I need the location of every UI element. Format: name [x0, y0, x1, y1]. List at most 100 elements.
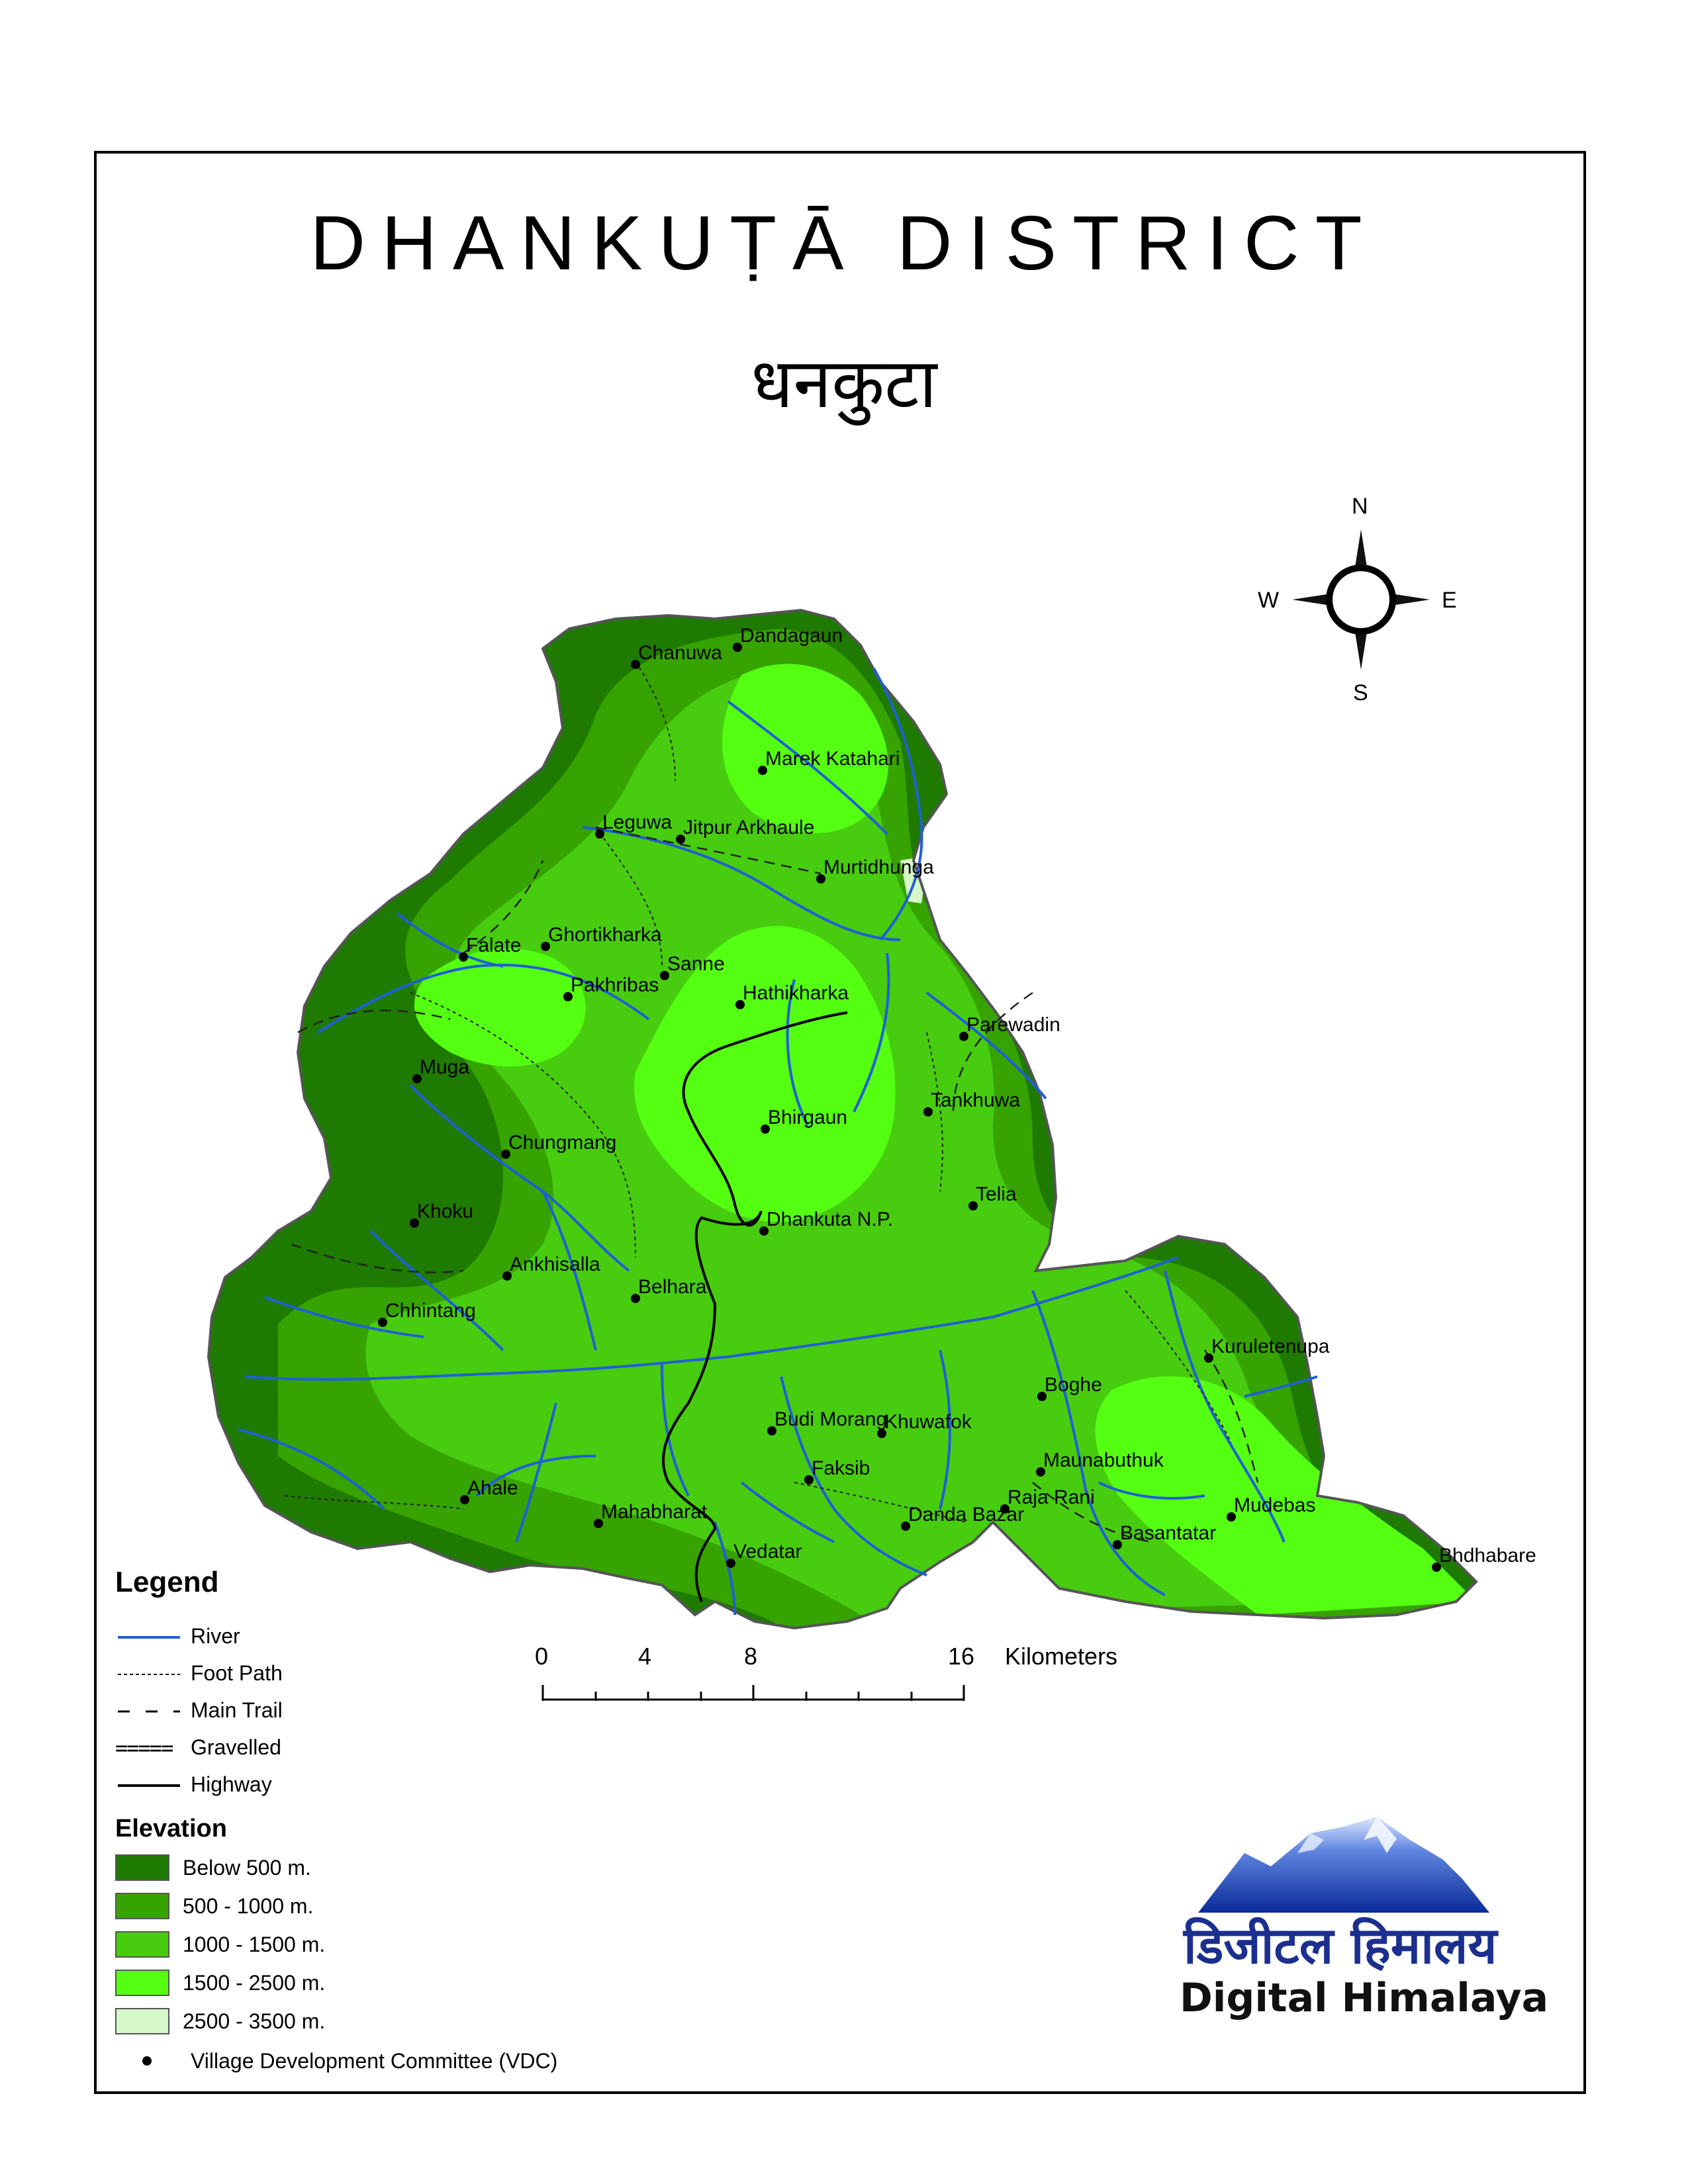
vdc-label: Dandagaun [740, 625, 843, 647]
river [396, 912, 504, 968]
river [939, 1349, 951, 1510]
compass-rose [1292, 529, 1430, 670]
vdc-layer: Dandagaun Chanuwa Marek Katahari Leguwa Jitp… [378, 625, 1536, 1572]
vdc-label: Jitpur Arkhaule [683, 817, 814, 839]
vdc-marker [761, 1124, 770, 1134]
river [872, 668, 923, 941]
vdc-marker [816, 874, 825, 884]
vdc-marker [378, 1318, 387, 1327]
main-trails [291, 826, 1259, 1543]
vdc-marker [758, 766, 767, 775]
legend-item-river: River [115, 1623, 618, 1652]
vdc-label: Basantatar [1120, 1522, 1216, 1544]
scale-bar-graphic [541, 1685, 965, 1701]
legend-label: Highway [191, 1772, 272, 1796]
vdc-label: Ankhisalla [510, 1253, 600, 1275]
elevation-swatch [115, 1893, 169, 1919]
legend-label: 2500 - 3500 m. [183, 2009, 326, 2033]
river-network [238, 668, 1318, 1615]
river [264, 1296, 424, 1338]
elevation-swatch [115, 1970, 169, 1996]
legend-elevation-3: 1000 - 1500 m. [115, 1931, 618, 1960]
scale-tick-label: 8 [744, 1643, 758, 1670]
vdc-label: Marek Katahari [765, 748, 900, 770]
vdc-marker [877, 1429, 886, 1438]
vdc-marker [459, 952, 468, 962]
legend-item-main-trail: Main Trail [115, 1697, 618, 1726]
vdc-label: Raja Rani [1008, 1486, 1095, 1508]
legend-elevation-4: 1500 - 2500 m. [115, 1970, 618, 1999]
vdc-marker [733, 643, 742, 652]
river [1244, 1375, 1318, 1398]
elevation-1500-2500-ridge [634, 926, 896, 1222]
river [780, 1376, 927, 1576]
vdc-label: Khoku [417, 1201, 473, 1222]
vdc-marker [759, 1226, 769, 1236]
vdc-marker [594, 1519, 603, 1528]
foot-path [410, 992, 636, 1258]
foot-path [926, 1032, 943, 1192]
compass-north-label: N [1352, 494, 1368, 519]
legend-elevation-2: 500 - 1000 m. [115, 1893, 618, 1922]
vdc-label: Sanne [667, 953, 725, 975]
legend-label: Main Trail [191, 1698, 283, 1722]
main-trail [297, 1009, 451, 1034]
gravelled-symbol: ===== [115, 1735, 173, 1760]
vdc-marker [1037, 1392, 1047, 1401]
vdc-marker [595, 829, 604, 839]
vdc-marker [726, 1559, 735, 1568]
logo-devanagari-text: डिजीटल हिमालय [1184, 1916, 1497, 1975]
river [316, 964, 650, 1034]
foot-path [794, 1482, 967, 1523]
main-trail [952, 991, 1033, 1113]
scale-bar: 0 4 8 16 Kilometers [535, 1643, 1131, 1709]
legend-elevation-5: 2500 - 3500 m. [115, 2008, 618, 2037]
vdc-marker [412, 1074, 422, 1083]
logo-english-text: Digital Himalaya [1180, 1975, 1549, 2021]
scale-tick-label: 16 [948, 1643, 975, 1670]
vdc-label: Mudebas [1234, 1494, 1315, 1516]
river-main [244, 1256, 1179, 1381]
vdc-label: Boghe [1045, 1374, 1102, 1396]
legend-label: 1500 - 2500 m. [183, 1971, 326, 1995]
highway [662, 1011, 848, 1602]
vdc-label: Chungmang [508, 1132, 616, 1154]
scale-unit: Kilometers [1005, 1643, 1118, 1670]
vdc-marker [901, 1522, 910, 1531]
legend-label: River [191, 1624, 240, 1648]
legend-item-highway: Highway [115, 1771, 618, 1800]
river [740, 1481, 835, 1543]
vdc-marker [767, 1426, 776, 1435]
vdc-marker [923, 1107, 933, 1116]
scale-tick-label: 4 [638, 1643, 652, 1670]
vdc-label: Chhintang [385, 1300, 476, 1322]
vdc-label: Mahabharat [601, 1501, 708, 1523]
main-trail [1032, 1482, 1152, 1543]
river [1031, 1290, 1166, 1596]
river [661, 1363, 690, 1496]
vdc-label: Parewadin [966, 1014, 1060, 1036]
vdc-label: Ahale [467, 1477, 518, 1499]
vdc-label: Pakhribas [571, 974, 659, 996]
scale-tick-label: 0 [535, 1643, 549, 1670]
vdc-marker [502, 1271, 512, 1281]
compass-west-label: W [1258, 588, 1280, 613]
river [369, 1230, 504, 1351]
river [475, 1455, 596, 1497]
map-frame [94, 151, 1586, 2094]
compass-ring [1326, 565, 1396, 635]
river [925, 991, 1047, 1100]
vdc-marker [460, 1495, 469, 1504]
vdc-label: Leguwa [602, 811, 672, 833]
vdc-marker [735, 1000, 745, 1009]
vdc-label: Telia [976, 1183, 1017, 1205]
compass-south-label: S [1353, 680, 1368, 705]
legend: Legend River Foot Path Main Trail ===== … [115, 1566, 711, 2082]
vdc-marker [1000, 1504, 1009, 1514]
legend-label: Village Development Committee (VDC) [191, 2049, 558, 2073]
vdc-label: Hathikharka [743, 982, 849, 1004]
river [853, 952, 890, 1113]
river [409, 1084, 630, 1272]
vdc-marker [959, 1032, 968, 1041]
legend-label: 1000 - 1500 m. [183, 1933, 326, 1956]
